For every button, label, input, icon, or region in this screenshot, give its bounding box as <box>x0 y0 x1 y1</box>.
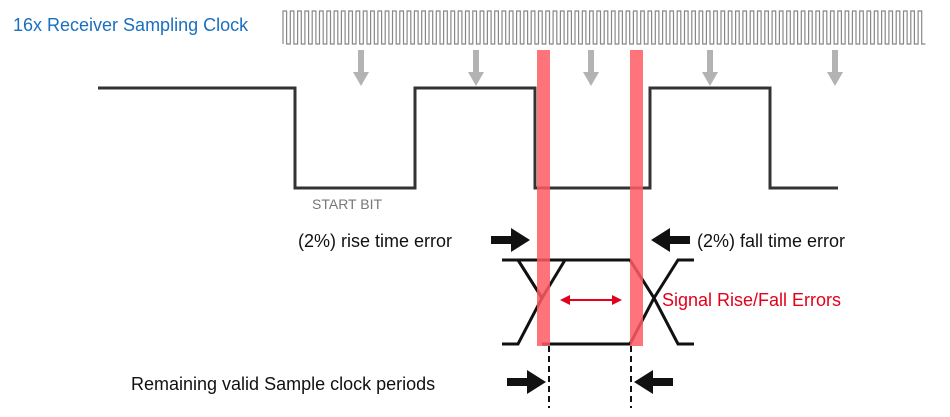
rise-error-arrow <box>491 228 530 252</box>
sample-arrow <box>468 50 484 86</box>
sample-arrows <box>353 50 843 86</box>
rise-error-band <box>537 50 550 346</box>
clock-pulses <box>282 10 926 45</box>
fall-error-label: (2%) fall time error <box>697 231 845 251</box>
fall-error-arrow <box>651 228 690 252</box>
remaining-periods-label: Remaining valid Sample clock periods <box>131 374 435 394</box>
fall-error-band <box>630 50 643 346</box>
signal-errors-label: Signal Rise/Fall Errors <box>662 290 841 310</box>
remaining-end-arrow <box>634 370 673 394</box>
sample-arrow <box>583 50 599 86</box>
signal-error-double-arrow <box>560 295 622 305</box>
sampling-clock-waveform <box>282 10 926 45</box>
clock-title: 16x Receiver Sampling Clock <box>13 15 249 35</box>
rise-error-label: (2%) rise time error <box>298 231 452 251</box>
sample-arrow <box>353 50 369 86</box>
start-bit-label: START BIT <box>312 196 382 212</box>
sample-arrow <box>702 50 718 86</box>
sample-arrow <box>827 50 843 86</box>
remaining-start-arrow <box>507 370 546 394</box>
serial-data-signal <box>98 86 838 190</box>
